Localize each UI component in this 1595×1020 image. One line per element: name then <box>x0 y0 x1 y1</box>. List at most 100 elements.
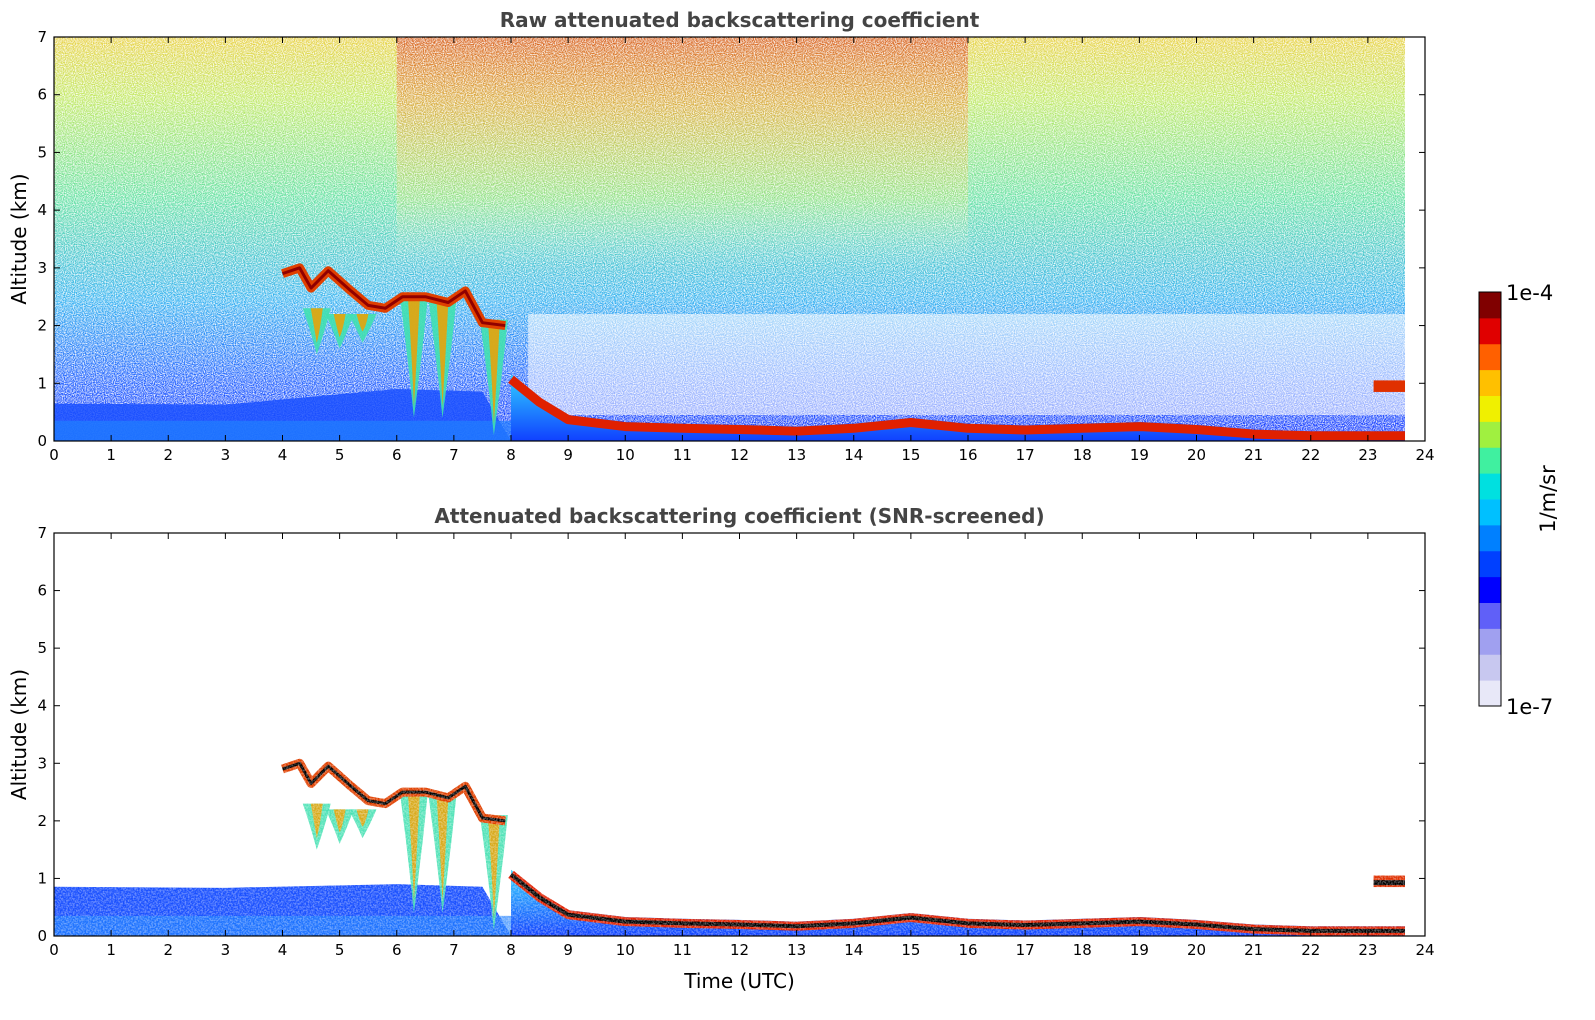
y-tick-label: 4 <box>37 697 47 715</box>
colorbar-step <box>1479 680 1501 707</box>
x-tick-label: 18 <box>1073 446 1092 464</box>
screened-ticks: 0 1 2 3 4 5 6 7 8 9 10 11 12 13 14 15 16 17 18 19 20 21 22 23 24… <box>37 524 1434 959</box>
x-tick-label: 6 <box>392 446 402 464</box>
x-tick-label: 9 <box>563 941 573 959</box>
x-tick-label: 2 <box>163 941 173 959</box>
colorbar-step <box>1479 550 1501 578</box>
y-tick-label: 6 <box>37 582 47 600</box>
x-tick-label: 13 <box>787 941 806 959</box>
x-tick-label: 10 <box>616 941 635 959</box>
x-tick-label: 5 <box>335 446 345 464</box>
x-tick-label: 19 <box>1130 446 1149 464</box>
x-tick-label: 7 <box>449 446 459 464</box>
screened-y-axis-label: Altitude (km) <box>7 669 31 800</box>
x-tick-label: 5 <box>335 941 345 959</box>
x-tick-label: 24 <box>1415 446 1434 464</box>
colorbar-step <box>1479 421 1501 448</box>
x-tick-label: 15 <box>901 941 920 959</box>
x-tick-label: 12 <box>730 446 749 464</box>
x-tick-label: 21 <box>1244 446 1263 464</box>
colorbar-step <box>1479 343 1501 371</box>
raw-backscatter-image <box>54 37 1406 441</box>
x-tick-label: 17 <box>1016 446 1035 464</box>
colorbar-step <box>1479 576 1501 603</box>
x-tick-label: 3 <box>221 941 231 959</box>
x-tick-label: 22 <box>1301 446 1320 464</box>
low-cloud <box>1373 380 1406 392</box>
x-tick-label: 11 <box>673 941 692 959</box>
colorbar: 1e-4 1e-7 1/m/sr <box>1478 281 1560 719</box>
screened-backscatter-image <box>54 533 1425 936</box>
x-tick-label: 1 <box>106 446 116 464</box>
raw-chart-title: Raw attenuated backscattering coefficien… <box>500 8 980 32</box>
colorbar-frame <box>1478 291 1502 707</box>
colorbar-step <box>1479 317 1501 345</box>
raw-speckle-noise <box>54 37 1406 441</box>
x-tick-label: 18 <box>1073 941 1092 959</box>
x-tick-label: 15 <box>901 446 920 464</box>
x-tick-label: 6 <box>392 941 402 959</box>
x-tick-label: 11 <box>673 446 692 464</box>
colorbar-min-label: 1e-7 <box>1506 695 1553 719</box>
y-tick-label: 1 <box>37 374 47 392</box>
x-axis-label: Time (UTC) <box>683 969 795 993</box>
colorbar-step <box>1479 628 1501 655</box>
x-tick-label: 23 <box>1358 941 1377 959</box>
x-tick-label: 14 <box>844 941 863 959</box>
x-tick-label: 7 <box>449 941 459 959</box>
screened-chart-title: Attenuated backscattering coefficient (S… <box>434 504 1044 528</box>
colorbar-max-label: 1e-4 <box>1506 281 1553 305</box>
y-tick-label: 2 <box>37 317 47 335</box>
colorbar-step <box>1479 369 1501 396</box>
fall-streak-core <box>436 299 449 407</box>
x-tick-label: 4 <box>278 941 288 959</box>
colorbar-step <box>1479 395 1501 422</box>
x-tick-label: 0 <box>49 446 59 464</box>
y-tick-label: 1 <box>37 869 47 887</box>
x-tick-label: 2 <box>163 446 173 464</box>
x-tick-label: 13 <box>787 446 806 464</box>
x-tick-label: 1 <box>106 941 116 959</box>
colorbar-step <box>1479 499 1501 526</box>
x-tick-label: 0 <box>49 941 59 959</box>
x-tick-label: 20 <box>1187 941 1206 959</box>
fall-streak-core <box>407 296 420 407</box>
boundary-layer-top <box>508 375 1406 441</box>
panel-screened: 0 1 2 3 4 5 6 7 8 9 10 11 12 13 14 15 16 17 18 19 20 21 22 23 24… <box>7 504 1435 993</box>
colorbar-step <box>1479 524 1501 552</box>
colorbar-step <box>1479 292 1501 319</box>
raw-ticks: 0 1 2 3 4 5 6 7 8 9 10 11 12 13 14 15 16 17 18 19 20 21 22 23 24… <box>37 28 1434 464</box>
x-tick-label: 14 <box>844 446 863 464</box>
screened-texture <box>54 533 1425 936</box>
x-tick-label: 16 <box>958 941 977 959</box>
colorbar-step <box>1479 473 1501 500</box>
y-tick-label: 0 <box>37 927 47 945</box>
y-tick-label: 7 <box>37 28 47 46</box>
x-tick-label: 16 <box>958 446 977 464</box>
x-tick-label: 19 <box>1130 941 1149 959</box>
x-tick-label: 9 <box>563 446 573 464</box>
y-tick-label: 4 <box>37 201 47 219</box>
raw-y-axis-label: Altitude (km) <box>7 173 31 304</box>
x-tick-label: 3 <box>221 446 231 464</box>
x-tick-label: 24 <box>1415 941 1434 959</box>
y-tick-label: 2 <box>37 812 47 830</box>
x-tick-label: 22 <box>1301 941 1320 959</box>
x-tick-label: 21 <box>1244 941 1263 959</box>
colorbar-step <box>1479 602 1501 629</box>
y-tick-label: 5 <box>37 143 47 161</box>
fall-streak-core <box>356 314 369 332</box>
y-tick-label: 3 <box>37 754 47 772</box>
panel-raw: 0 1 2 3 4 5 6 7 8 9 10 11 12 13 14 15 16 17 18 19 20 21 22 23 24… <box>7 8 1435 464</box>
x-tick-label: 10 <box>616 446 635 464</box>
x-tick-label: 20 <box>1187 446 1206 464</box>
x-tick-label: 8 <box>506 941 516 959</box>
fall-streak-core <box>487 319 500 424</box>
colorbar-gradient <box>1479 292 1501 707</box>
y-tick-label: 3 <box>37 259 47 277</box>
colorbar-step <box>1479 654 1501 681</box>
y-tick-label: 0 <box>37 432 47 450</box>
y-tick-label: 5 <box>37 639 47 657</box>
cloud-layer-core <box>282 266 506 328</box>
